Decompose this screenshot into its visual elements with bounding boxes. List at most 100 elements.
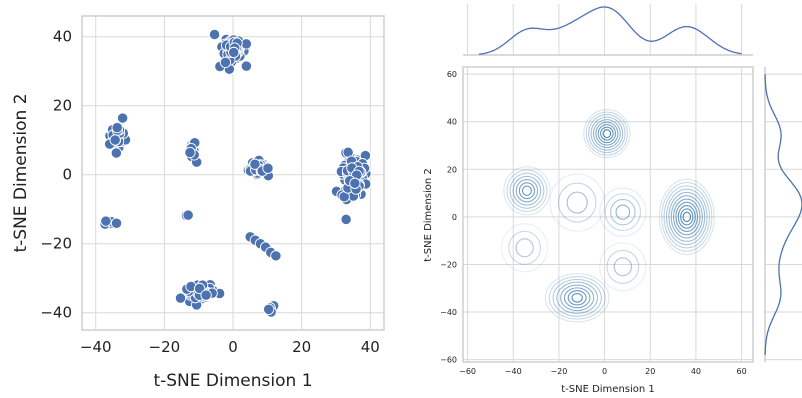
kde-contour [544, 273, 610, 323]
kde-contour [557, 182, 597, 223]
scatter-point [174, 292, 187, 304]
kde-contour [675, 201, 699, 233]
kde-ticks: −60 −40 −20 0 20 40 60 −60 −40 −20 0 20 40 60 [440, 70, 747, 376]
kde-contour [610, 198, 636, 226]
scatter-y-tick-label: −40 [40, 304, 72, 322]
kde-contour [585, 111, 629, 156]
kde-grid [463, 67, 753, 362]
kde-contour [670, 195, 703, 239]
scatter-point [262, 162, 274, 174]
kde-contour [599, 187, 647, 237]
scatter-point [100, 215, 112, 227]
kde-x-axis-label: t-SNE Dimension 1 [561, 384, 655, 395]
top-marginal-density [478, 6, 742, 55]
kde-contour [590, 116, 624, 151]
right-marginal-density [764, 74, 802, 355]
kde-contour [518, 182, 536, 200]
scatter-frame [81, 15, 385, 331]
kde-contour [658, 178, 715, 256]
scatter-point [340, 213, 352, 226]
kde-contour [506, 169, 548, 213]
kde-contour [548, 276, 606, 320]
kde-y-tick-label: −60 [440, 356, 457, 365]
kde-contour [571, 292, 583, 303]
kde-y-tick-label: 20 [447, 165, 457, 174]
kde-contour [552, 278, 602, 317]
scatter-point [249, 158, 261, 170]
kde-contour [503, 166, 551, 216]
scatter-y-tick-label: 20 [53, 97, 72, 115]
kde-contour [515, 179, 539, 203]
scatter-x-tick-label: 20 [292, 338, 311, 356]
kde-contour [682, 211, 692, 223]
scatter-y-axis-label: t-SNE Dimension 2 [11, 93, 31, 252]
kde-contour [556, 281, 599, 314]
scatter-point [219, 56, 232, 69]
kde-contour [512, 175, 542, 206]
kde-contour [673, 198, 701, 236]
kde-x-tick-label: −60 [459, 367, 476, 376]
scatter-point [263, 303, 275, 316]
kde-contours [501, 109, 715, 323]
scatter-x-tick-label: −20 [149, 338, 181, 356]
kde-contour [599, 242, 647, 292]
scatter-ticks: −40 −20 0 20 40 −40 −20 0 20 40 [40, 28, 379, 356]
kde-panel: −60 −40 −20 0 20 40 60 −60 −40 −20 0 20 40 60 t-SNE D… [423, 4, 802, 395]
scatter-point [240, 60, 253, 72]
kde-contour [588, 114, 626, 154]
kde-contour [549, 173, 606, 232]
kde-y-tick-label: −20 [440, 260, 457, 269]
kde-y-tick-label: 40 [447, 118, 457, 127]
scatter-x-axis-label: t-SNE Dimension 1 [153, 371, 312, 391]
kde-contour [566, 191, 588, 214]
scatter-point [109, 134, 121, 146]
kde-contour [668, 191, 706, 242]
scatter-points [99, 28, 372, 318]
kde-contour [567, 290, 587, 306]
scatter-point [110, 147, 122, 159]
kde-contour [615, 204, 631, 220]
scatter-x-tick-label: 40 [361, 338, 380, 356]
scatter-point [182, 209, 194, 221]
kde-contour [677, 205, 696, 229]
scatter-x-tick-label: −40 [80, 338, 112, 356]
kde-y-axis-label: t-SNE Dimension 2 [423, 168, 434, 262]
scatter-panel: −40 −20 0 20 40 −40 −20 0 20 40 t-SNE Dimension 1… [11, 15, 385, 391]
scatter-point [208, 28, 221, 41]
kde-y-tick-label: 60 [447, 70, 457, 79]
scatter-x-tick-label: 0 [228, 338, 238, 356]
scatter-point [110, 217, 123, 229]
kde-x-tick-label: 60 [736, 367, 746, 376]
kde-contour [597, 124, 617, 144]
kde-contour [508, 230, 542, 265]
kde-contour [602, 129, 612, 139]
kde-contour [606, 249, 640, 284]
kde-x-tick-label: 40 [691, 367, 701, 376]
kde-contour [515, 238, 534, 258]
scatter-point [228, 46, 240, 59]
kde-contour [595, 121, 619, 146]
scatter-point [116, 112, 129, 124]
scatter-point [111, 122, 123, 134]
kde-contour [661, 182, 713, 252]
kde-contour [509, 172, 545, 209]
kde-contour [680, 208, 694, 226]
kde-contour [521, 185, 532, 196]
kde-contour [563, 287, 591, 309]
scatter-y-tick-label: −20 [40, 235, 72, 253]
kde-contour [600, 126, 614, 141]
scatter-point [270, 250, 282, 262]
scatter-point [200, 289, 212, 301]
right-marginal [764, 67, 802, 362]
scatter-y-tick-label: 0 [62, 166, 72, 184]
top-marginal [463, 4, 753, 56]
scatter-point [184, 146, 196, 159]
kde-contour [592, 119, 621, 149]
scatter-point [349, 177, 361, 189]
kde-x-tick-label: 20 [645, 367, 655, 376]
kde-contour [613, 257, 632, 277]
kde-contour [665, 188, 708, 246]
scatter-y-tick-label: 40 [53, 28, 72, 46]
kde-x-tick-label: −40 [505, 367, 522, 376]
